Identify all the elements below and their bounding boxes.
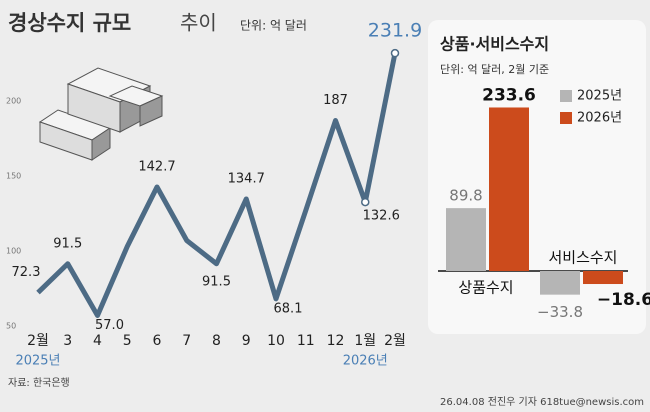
unit-label: 단위: 억 달러 xyxy=(240,19,307,33)
x-tick-label: 10 xyxy=(267,333,285,349)
x-tick-label: 5 xyxy=(123,333,132,349)
data-label: 89.8 xyxy=(449,187,482,205)
x-tick-label: 1월 xyxy=(354,333,376,349)
legend-swatch xyxy=(560,90,572,102)
data-label: 132.6 xyxy=(363,209,400,224)
x-tick-label: 12 xyxy=(327,333,345,349)
bar xyxy=(540,271,580,295)
data-label: 142.7 xyxy=(138,159,175,174)
category-label: 서비스수지 xyxy=(548,249,617,267)
legend-swatch xyxy=(560,112,572,124)
panel-title: 상품·서비스수지 xyxy=(440,35,549,54)
chart-title: 경상수지 규모 xyxy=(8,11,131,35)
legend-label: 2026년 xyxy=(577,111,622,126)
data-label: 187 xyxy=(323,93,348,108)
x-tick-label: 3 xyxy=(63,333,72,349)
panel-unit: 단위: 억 달러, 2월 기준 xyxy=(440,63,549,76)
credit: 26.04.08 전진우 기자 618tue@newsis.com xyxy=(440,396,644,408)
bar xyxy=(446,208,486,271)
point xyxy=(390,48,400,58)
data-label: 91.5 xyxy=(202,274,231,289)
x-tick-label: 7 xyxy=(182,333,191,349)
y-tick-label: 200 xyxy=(6,97,21,106)
data-label: 134.7 xyxy=(228,171,265,186)
data-label: −33.8 xyxy=(537,303,583,321)
x-tick-label: 9 xyxy=(242,333,251,349)
x-tick-label: 11 xyxy=(297,333,315,349)
x-tick-label: 8 xyxy=(212,333,221,349)
source: 자료: 한국은행 xyxy=(8,377,70,389)
y-tick-label: 150 xyxy=(6,172,21,181)
y-tick-label: 50 xyxy=(6,322,16,331)
bar xyxy=(489,107,529,271)
data-label: 72.3 xyxy=(12,265,41,280)
chart-subtitle: 추이 xyxy=(180,11,217,35)
year-label: 2026년 xyxy=(343,354,388,369)
year-label: 2025년 xyxy=(15,354,60,369)
data-label: 91.5 xyxy=(53,236,82,251)
money-icon xyxy=(38,67,164,161)
point xyxy=(361,197,370,207)
x-tick-label: 2월 xyxy=(384,333,406,349)
data-label: 233.6 xyxy=(482,85,536,105)
data-label: −18.6 xyxy=(597,290,650,310)
data-label: 68.1 xyxy=(274,301,303,316)
line xyxy=(36,52,398,318)
legend-label: 2025년 xyxy=(577,89,622,104)
category-label: 상품수지 xyxy=(458,279,513,297)
x-tick-label: 4 xyxy=(93,333,102,349)
data-label: 231.9 xyxy=(368,20,422,42)
data-label: 57.0 xyxy=(95,318,124,333)
x-tick-label: 6 xyxy=(153,333,162,349)
y-tick-label: 100 xyxy=(6,247,21,256)
x-tick-label: 2월 xyxy=(27,333,49,349)
bar xyxy=(583,271,623,285)
